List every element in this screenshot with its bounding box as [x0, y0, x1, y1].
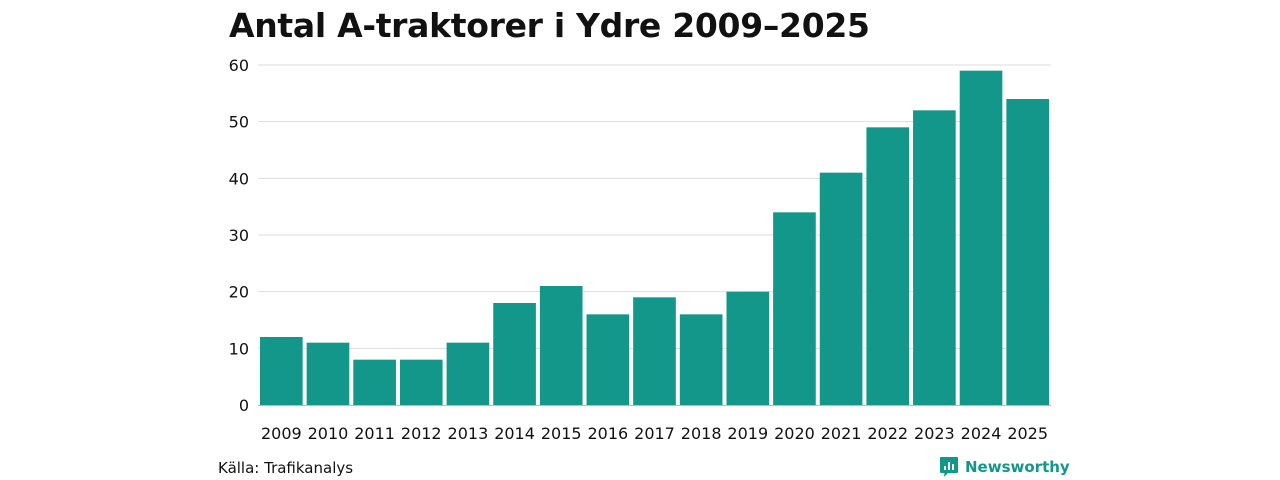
bar-2012 [399, 359, 443, 405]
y-tick-label: 60 [229, 56, 249, 75]
bar-2015 [539, 286, 583, 405]
x-tick-label: 2020 [774, 424, 815, 443]
bar-2023 [913, 110, 956, 405]
x-tick-label: 2025 [1007, 424, 1048, 443]
bar-2020 [773, 212, 816, 405]
bar-2014 [493, 303, 536, 405]
x-tick-label: 2012 [401, 424, 442, 443]
bar-2017 [633, 297, 676, 405]
bar-2013 [446, 342, 490, 405]
newsworthy-logo-icon [940, 457, 958, 477]
bar-2024 [959, 70, 1003, 406]
x-tick-label: 2018 [681, 424, 722, 443]
y-tick-label: 50 [229, 113, 249, 132]
bar-2009 [260, 337, 303, 405]
x-tick-label: 2010 [308, 424, 349, 443]
bars [260, 70, 1049, 406]
x-tick-label: 2017 [634, 424, 675, 443]
x-tick-label: 2021 [821, 424, 862, 443]
x-tick-label: 2013 [448, 424, 489, 443]
x-tick-label: 2022 [867, 424, 908, 443]
y-tick-label: 30 [229, 226, 249, 245]
y-tick-label: 20 [229, 283, 249, 302]
x-tick-label: 2024 [961, 424, 1002, 443]
x-tick-label: 2016 [587, 424, 628, 443]
x-tick-label: 2015 [541, 424, 582, 443]
x-tick-label: 2011 [354, 424, 395, 443]
bar-2016 [586, 314, 630, 405]
gridlines [258, 64, 1051, 349]
x-tick-label: 2009 [261, 424, 302, 443]
y-tick-label: 10 [229, 339, 249, 358]
x-tick-label: 2023 [914, 424, 955, 443]
y-axis-tick-labels: 0 10 20 30 40 50 60 [229, 56, 249, 415]
y-tick-label: 40 [229, 169, 249, 188]
bar-2025 [1006, 99, 1049, 405]
brand-name: Newsworthy [965, 458, 1070, 476]
x-tick-label: 2019 [727, 424, 768, 443]
x-tick-label: 2014 [494, 424, 535, 443]
bar-2010 [306, 342, 350, 405]
chart-title: Antal A-traktorer i Ydre 2009–2025 [229, 6, 870, 45]
x-axis-tick-labels: 2009 2010 2011 2012 2013 2014 2015 2016 2017 2018… [261, 424, 1048, 443]
brand-logo: Newsworthy [939, 456, 1070, 478]
bar-2021 [819, 172, 863, 405]
bar-2022 [866, 127, 910, 405]
bar-2018 [679, 314, 723, 405]
y-tick-label: 0 [239, 396, 249, 415]
source-note: Källa: Trafikanalys [218, 459, 354, 477]
bar-2011 [353, 359, 396, 405]
bar-2019 [726, 291, 770, 405]
